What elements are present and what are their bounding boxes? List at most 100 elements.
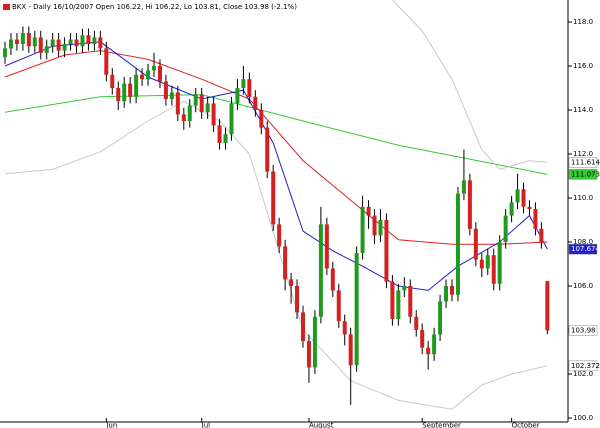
y-tick-label: 110.0	[573, 194, 593, 202]
y-tick-label: 116.0	[573, 62, 593, 70]
candle-body	[384, 220, 389, 282]
candle-body	[283, 246, 288, 280]
candle-body	[485, 255, 490, 269]
candle-body	[134, 74, 139, 97]
candle-body	[187, 105, 192, 121]
candle-body	[271, 171, 276, 225]
candle-body	[444, 286, 449, 302]
candle-body	[455, 193, 460, 295]
candle-body	[450, 286, 454, 295]
price-tag-label: 107.674	[571, 245, 600, 253]
candle-body	[330, 268, 335, 291]
candle-body	[527, 206, 532, 209]
candle-body	[515, 189, 520, 203]
candle-body	[336, 290, 341, 322]
price-tag	[568, 243, 598, 255]
candle-body	[92, 37, 97, 44]
y-tick-label: 118.0	[573, 18, 593, 26]
candle-body	[539, 228, 544, 242]
price-tag-label: 102.372	[571, 362, 600, 370]
candle-body	[122, 83, 127, 102]
indicator-line	[4, 94, 548, 175]
y-tick-label: 112.0	[573, 150, 593, 158]
candle-body	[104, 48, 109, 75]
candle-body	[56, 39, 61, 51]
x-tick-label: August	[309, 422, 334, 428]
candle-body	[277, 224, 282, 247]
candle-body	[545, 281, 550, 331]
candle-body	[146, 70, 151, 80]
candle-body	[265, 127, 270, 172]
candle-body	[68, 39, 73, 44]
candle-body	[318, 224, 323, 317]
candle-body	[414, 316, 419, 330]
candle-body	[503, 215, 508, 242]
candle-body	[390, 281, 395, 319]
indicator-line	[4, 100, 548, 410]
candle-body	[86, 35, 91, 44]
title-icon	[3, 4, 10, 10]
indicator-line	[392, 0, 548, 170]
candle-body	[181, 114, 186, 121]
candle-body	[163, 81, 168, 99]
candle-body	[211, 103, 216, 126]
candle-body	[80, 35, 85, 47]
candle-body	[217, 125, 222, 143]
candle-body	[372, 215, 377, 236]
candle-body	[223, 134, 228, 143]
candle-body	[312, 316, 317, 368]
candle-body	[205, 103, 210, 113]
candle-body	[241, 79, 246, 88]
candle-body	[301, 312, 305, 341]
candle-body	[521, 189, 526, 207]
candle-body	[461, 180, 466, 194]
candle-body	[14, 39, 19, 44]
x-tick-label: October	[512, 422, 540, 428]
candle-body	[324, 224, 329, 269]
candle-body	[235, 88, 240, 104]
price-tag	[568, 325, 598, 336]
candle-body	[32, 37, 37, 47]
candle-body	[402, 286, 407, 291]
candle-body	[426, 347, 431, 355]
candle-body	[533, 209, 538, 229]
candle-body	[140, 74, 145, 80]
candle-body	[467, 180, 472, 229]
candle-body	[497, 242, 502, 284]
price-tag	[568, 360, 598, 372]
candle-body	[74, 39, 79, 47]
candle-body	[259, 110, 264, 128]
candle-body	[116, 88, 121, 102]
candle-body	[38, 37, 43, 53]
plot-area	[3, 0, 550, 410]
candle-body	[26, 33, 31, 47]
candle-body	[408, 286, 413, 317]
candle-body	[44, 46, 49, 53]
y-tick-label: 114.0	[573, 106, 593, 114]
candle-body	[50, 39, 55, 47]
price-tag-label: 111.614	[571, 158, 600, 166]
candle-body	[128, 83, 133, 97]
candle-body	[509, 202, 514, 216]
candle-body	[152, 66, 156, 71]
candle-body	[8, 39, 13, 49]
x-tick-label: September	[422, 422, 461, 428]
candle-body	[348, 334, 353, 366]
candle-body	[473, 228, 478, 260]
candle-body	[193, 94, 198, 106]
candle-body	[289, 279, 294, 286]
candle-body	[420, 330, 425, 348]
candle-body	[366, 206, 371, 216]
candle-body	[378, 220, 383, 236]
price-tag	[568, 157, 598, 168]
chart-title: BKX - Daily 16/10/2007 Open 106.22, Hi 1…	[12, 3, 297, 11]
x-tick-label: Jun	[105, 422, 117, 428]
candle-body	[110, 74, 115, 88]
y-tick-label: 106.0	[573, 282, 593, 290]
candle-body	[295, 286, 300, 313]
candle-body	[62, 44, 67, 51]
candle-body	[491, 255, 496, 284]
candle-body	[98, 37, 103, 49]
